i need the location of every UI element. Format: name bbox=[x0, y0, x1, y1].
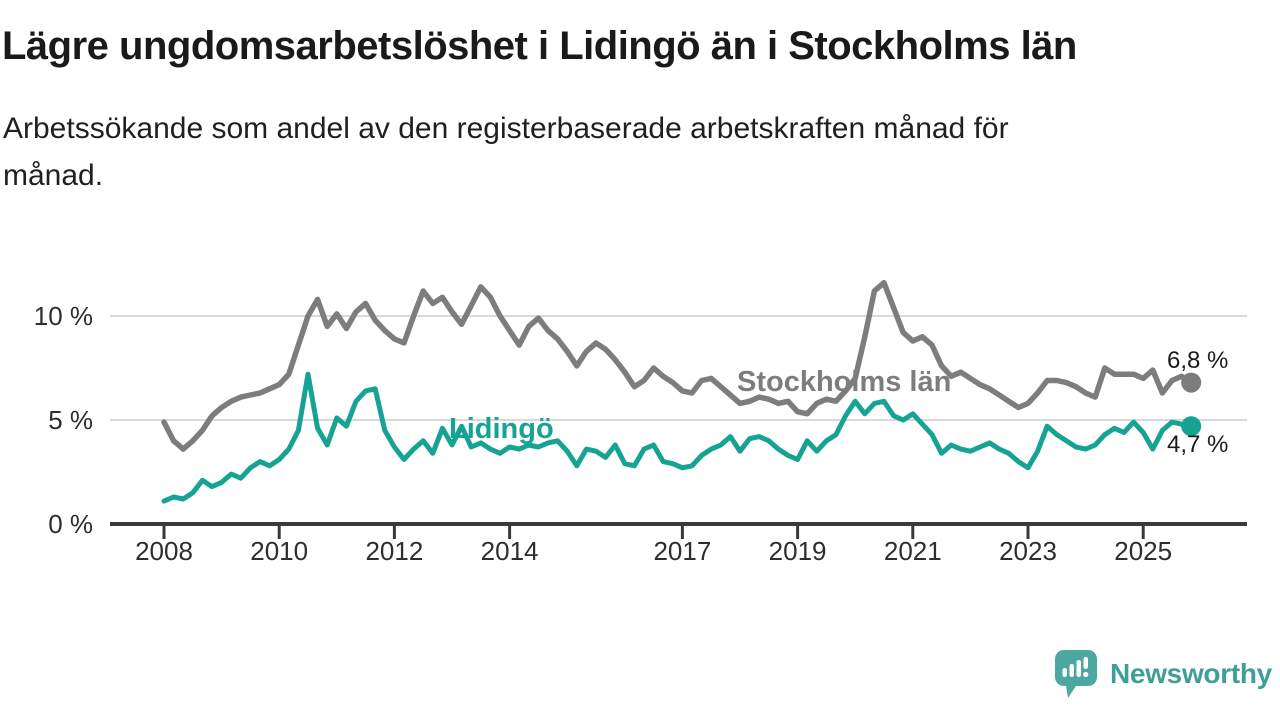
x-tick-label-2008: 2008 bbox=[135, 536, 193, 566]
x-tick-label-2017: 2017 bbox=[653, 536, 711, 566]
end-value-lidingo: 4,7 % bbox=[1167, 431, 1229, 458]
x-tick-label-2010: 2010 bbox=[250, 536, 308, 566]
chart-subtitle: Arbetssökande som andel av den registerb… bbox=[3, 112, 1009, 192]
y-tick-label-10: 10 % bbox=[34, 301, 93, 331]
stockholm-line bbox=[161, 279, 1194, 452]
newsworthy-logo-text: Newsworthy bbox=[1110, 658, 1272, 689]
x-tick-label-2014: 2014 bbox=[481, 536, 539, 566]
end-value-stockholms-lan: 6,8 % bbox=[1167, 347, 1229, 374]
x-tick-label-2019: 2019 bbox=[769, 536, 827, 566]
lidingo-line bbox=[161, 371, 1194, 504]
lidingo-end-dot bbox=[1181, 416, 1202, 437]
series-label-stockholms-lan: Stockholms län bbox=[737, 366, 952, 398]
y-tick-label-5: 5 % bbox=[48, 405, 93, 435]
x-tick-label-2021: 2021 bbox=[884, 536, 942, 566]
x-tick-label-2023: 2023 bbox=[999, 536, 1057, 566]
newsworthy-logo: Newsworthy bbox=[1054, 648, 1272, 700]
stockholm-end-dot bbox=[1181, 372, 1202, 393]
x-tick-label-2012: 2012 bbox=[365, 536, 423, 566]
logo-bars-icon bbox=[1062, 657, 1089, 678]
x-tick-label-2025: 2025 bbox=[1114, 536, 1172, 566]
y-tick-label-0: 0 % bbox=[48, 509, 93, 539]
series-label-lidingo: Lidingö bbox=[449, 413, 554, 445]
logo-bubble bbox=[1055, 650, 1097, 698]
chart-title: Lägre ungdomsarbetslöshet i Lidingö än i… bbox=[2, 24, 1077, 68]
newsworthy-logo-icon bbox=[1055, 650, 1097, 698]
